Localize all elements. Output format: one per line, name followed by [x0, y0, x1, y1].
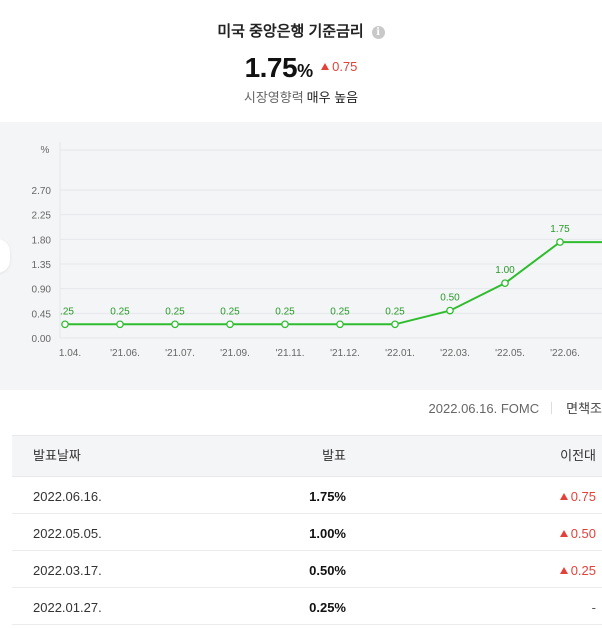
x-tick-label: '22.06. — [550, 348, 580, 359]
row-change: 0.75 — [559, 477, 596, 517]
info-icon[interactable]: i — [371, 26, 385, 39]
header-prev: 이전대 — [560, 448, 596, 463]
data-label: 1.75 — [550, 224, 570, 235]
disclaimer-link[interactable]: 면책조 — [566, 401, 602, 416]
y-axis-unit-label: % — [41, 145, 50, 156]
y-tick-label: 0.00 — [32, 334, 52, 345]
row-change-value: 0.50 — [570, 526, 596, 541]
x-tick-label: '22.03. — [440, 348, 470, 359]
data-label: 0.25 — [110, 306, 130, 317]
up-triangle-icon — [559, 567, 568, 574]
row-change: 0.25 — [559, 551, 596, 591]
header-value: 발표 — [322, 448, 346, 463]
up-triangle-icon — [559, 530, 568, 537]
indicator-title: 미국 중앙은행 기준금리 — [217, 23, 364, 40]
data-point — [171, 320, 179, 329]
row-value: 0.50% — [309, 563, 346, 578]
data-label: 1.00 — [495, 265, 515, 276]
row-value: 1.75% — [309, 489, 346, 504]
current-rate-unit: % — [297, 61, 314, 81]
x-tick-label: '22.01. — [385, 348, 415, 359]
data-label: 0.25 — [220, 306, 240, 317]
row-change: - — [592, 588, 596, 628]
header-date: 발표날짜 — [33, 448, 81, 463]
data-point — [501, 279, 509, 288]
data-label: 0.25 — [275, 306, 295, 317]
up-triangle-icon — [321, 63, 330, 70]
table-row: 2022.05.05. 1.00% 0.50 — [12, 514, 602, 551]
x-tick-label: '21.12. — [330, 348, 360, 359]
rate-summary-card: 미국 중앙은행 기준금리 i 1.75% 0.75 시장영향력 매우 높음 — [0, 0, 602, 122]
row-change-value: - — [591, 600, 596, 615]
table-row: 2022.06.16. 1.75% 0.75 — [12, 477, 602, 514]
market-impact-level: 매우 높음 — [306, 90, 359, 105]
announcement-table: 발표날짜 발표 이전대 2022.06.16. 1.75% 0.75 2022.… — [12, 435, 602, 625]
x-tick-label: '21.09. — [220, 348, 250, 359]
x-tick-label: 1.04. — [59, 348, 81, 359]
y-tick-label: 0.90 — [32, 285, 52, 296]
table-row: 2022.03.17. 0.50% 0.25 — [12, 551, 602, 588]
market-impact-label: 시장영향력 — [243, 90, 304, 105]
table-header: 발표날짜 발표 이전대 — [12, 435, 602, 477]
indicator-title-row: 미국 중앙은행 기준금리 i — [0, 20, 602, 41]
rate-change-value: 0.75 — [332, 59, 358, 74]
y-tick-label: 1.35 — [32, 260, 52, 271]
row-date: 2022.05.05. — [33, 526, 102, 541]
row-value: 1.00% — [309, 526, 346, 541]
data-label: 0.25 — [165, 306, 185, 317]
data-label: 0.50 — [440, 293, 460, 304]
data-point — [281, 320, 289, 329]
x-tick-label: '21.07. — [165, 348, 195, 359]
chart-scroll-left-handle[interactable] — [0, 239, 10, 273]
x-tick-label: '21.06. — [110, 348, 140, 359]
current-rate-row: 1.75% 0.75 — [0, 52, 602, 84]
x-tick-label: '21.11. — [276, 348, 305, 359]
data-label: 0.25 — [330, 306, 350, 317]
data-point — [61, 320, 69, 329]
row-date: 2022.01.27. — [33, 600, 102, 615]
data-label: 0.25 — [385, 306, 405, 317]
announcement-date-source: 2022.06.16. FOMC — [428, 401, 540, 416]
row-date: 2022.03.17. — [33, 563, 102, 578]
data-point — [116, 320, 124, 329]
rate-line-chart[interactable]: 2.70 2.25 1.80 1.35 0.90 0.45 0.00% 1.04. '21.06… — [0, 122, 602, 390]
data-point — [391, 320, 399, 329]
table-row: 2022.01.27. 0.25% - — [12, 588, 602, 625]
y-tick-label: 2.25 — [32, 211, 52, 222]
data-point — [226, 320, 234, 329]
row-change-value: 0.75 — [570, 489, 596, 504]
y-tick-label: 0.45 — [32, 309, 52, 320]
current-rate-value: 1.75 — [244, 52, 298, 83]
meta-divider — [551, 402, 553, 414]
market-impact-row: 시장영향력 매우 높음 — [0, 87, 602, 106]
data-point — [336, 320, 344, 329]
x-tick-label: '22.05. — [495, 348, 525, 359]
rate-chart-area[interactable]: 2.70 2.25 1.80 1.35 0.90 0.45 0.00% 1.04. '21.06… — [0, 122, 602, 390]
up-triangle-icon — [559, 493, 568, 500]
data-point — [556, 238, 564, 246]
row-change: 0.50 — [559, 514, 596, 554]
y-tick-label: 2.70 — [32, 186, 52, 197]
rate-change: 0.75 — [321, 59, 357, 74]
announcement-meta: 2022.06.16. FOMC 면책조 — [429, 398, 602, 417]
row-date: 2022.06.16. — [33, 489, 102, 504]
data-label: .25 — [60, 306, 74, 317]
row-value: 0.25% — [309, 600, 346, 615]
row-change-value: 0.25 — [570, 563, 596, 578]
y-tick-label: 1.80 — [32, 235, 52, 246]
data-point — [446, 306, 454, 315]
